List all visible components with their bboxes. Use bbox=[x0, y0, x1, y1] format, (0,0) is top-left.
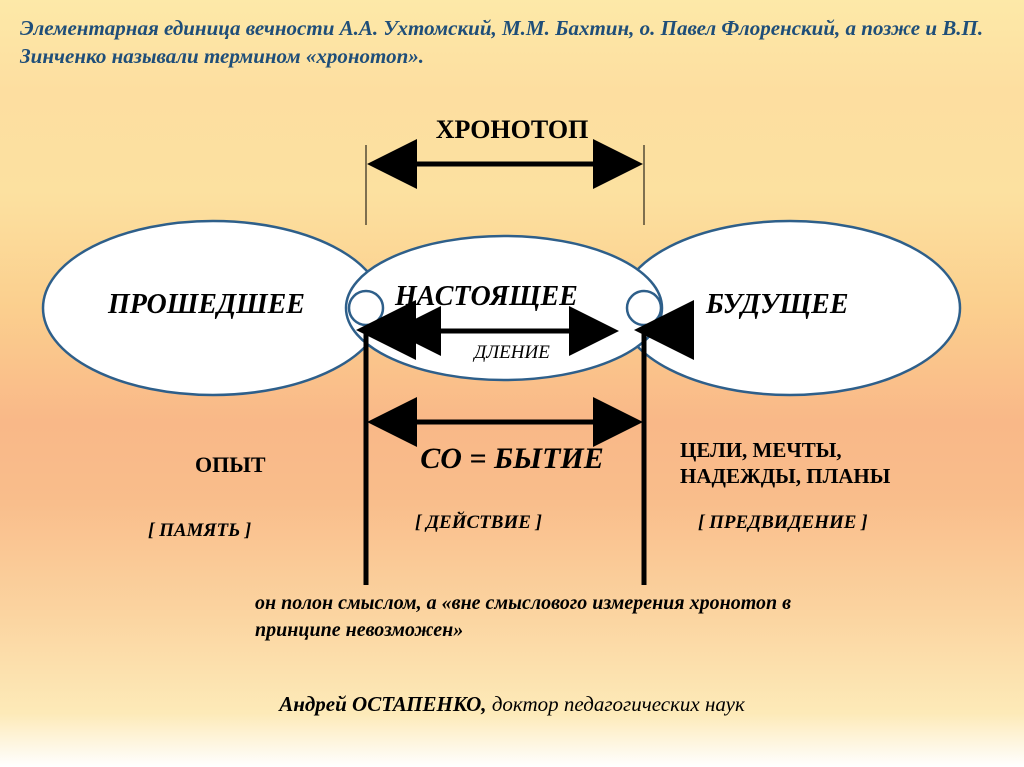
bracket-foresight: [ ПРЕДВИДЕНИЕ ] bbox=[698, 512, 868, 534]
column-right-title: ЦЕЛИ, МЕЧТЫ, НАДЕЖДЫ, ПЛАНЫ bbox=[680, 437, 890, 490]
author-name: Андрей ОСТАПЕНКО, bbox=[279, 692, 486, 716]
chronotope-title: ХРОНОТОП bbox=[0, 115, 1024, 145]
node-left bbox=[349, 291, 383, 325]
duration-label: ДЛЕНИЕ bbox=[0, 342, 1024, 364]
label-future: БУДУЩЕЕ bbox=[706, 289, 849, 321]
column-right-line1: ЦЕЛИ, МЕЧТЫ, bbox=[680, 438, 842, 462]
label-past: ПРОШЕДШЕЕ bbox=[108, 289, 305, 321]
node-right bbox=[627, 291, 661, 325]
bracket-action: [ ДЕЙСТВИЕ ] bbox=[415, 512, 542, 534]
bracket-memory: [ ПАМЯТЬ ] bbox=[148, 520, 251, 542]
author-line: Андрей ОСТАПЕНКО, доктор педагогических … bbox=[0, 692, 1024, 717]
column-right-line2: НАДЕЖДЫ, ПЛАНЫ bbox=[680, 464, 890, 488]
column-left-title: ОПЫТ bbox=[195, 452, 266, 478]
label-present: НАСТОЯЩЕЕ bbox=[395, 281, 578, 313]
author-title: доктор педагогических наук bbox=[487, 692, 745, 716]
quote-text: он полон смыслом, а «вне смыслового изме… bbox=[255, 590, 815, 644]
